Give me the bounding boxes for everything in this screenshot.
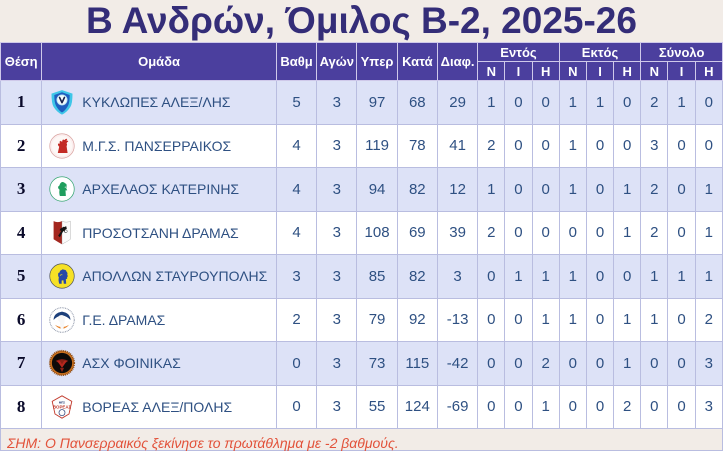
svg-text:ΒΟΡΕΑΣ: ΒΟΡΕΑΣ [53, 404, 72, 409]
